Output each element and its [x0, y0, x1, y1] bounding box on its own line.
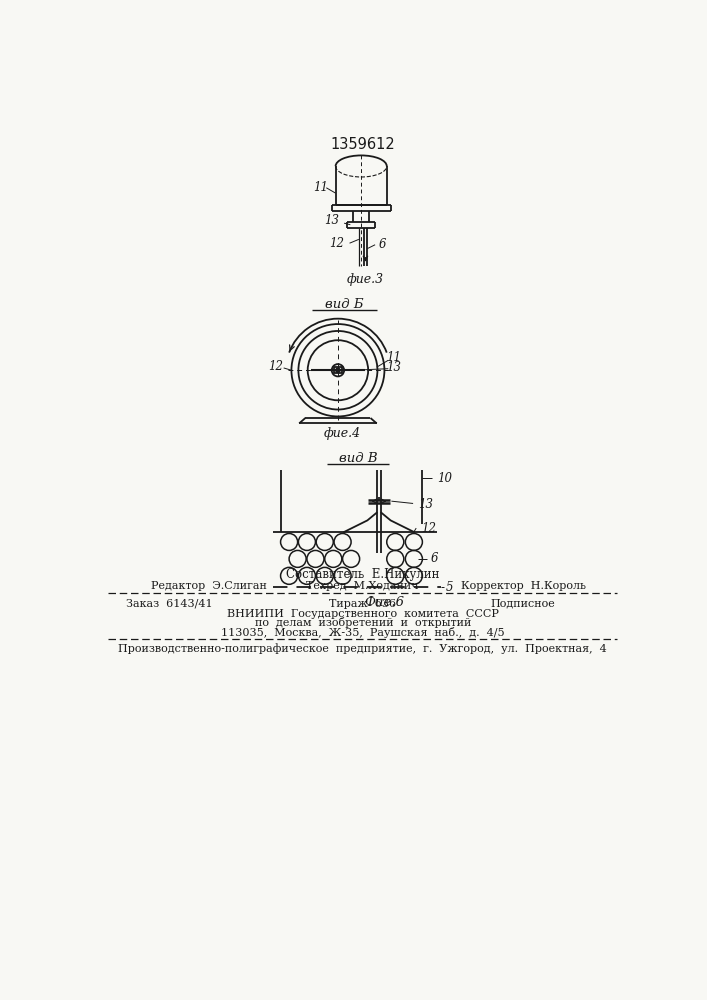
Text: Редактор  Э.Слиган: Редактор Э.Слиган	[151, 581, 267, 591]
Text: 12: 12	[421, 522, 437, 535]
Text: ВНИИПИ  Государственного  комитета  СССР: ВНИИПИ Государственного комитета СССР	[227, 609, 498, 619]
Text: 5: 5	[445, 581, 453, 594]
Text: фие.3: фие.3	[346, 273, 384, 286]
Text: Подписное: Подписное	[490, 599, 555, 609]
Text: 13: 13	[325, 214, 339, 227]
Text: Тираж  636: Тираж 636	[329, 599, 397, 609]
Text: 13: 13	[386, 361, 402, 374]
Text: Фие.6: Фие.6	[364, 596, 404, 609]
Text: 11: 11	[313, 181, 328, 194]
Text: Техред  М.Ходанич: Техред М.Ходанич	[306, 581, 419, 591]
Text: 10: 10	[437, 472, 452, 485]
Text: Заказ  6143/41: Заказ 6143/41	[127, 599, 213, 609]
Ellipse shape	[336, 368, 340, 372]
Text: 113035,  Москва,  Ж-35,  Раушская  наб.,  д.  4/5: 113035, Москва, Ж-35, Раушская наб., д. …	[221, 627, 505, 638]
Text: вид Б: вид Б	[325, 298, 363, 311]
Text: Корректор  Н.Король: Корректор Н.Король	[462, 581, 586, 591]
Text: Производственно-полиграфическое  предприятие,  г.  Ужгород,  ул.  Проектная,  4: Производственно-полиграфическое предприя…	[118, 644, 607, 654]
Text: 6: 6	[378, 238, 386, 251]
Text: 11: 11	[386, 351, 402, 364]
Text: фие.4: фие.4	[323, 427, 361, 440]
Text: по  делам  изобретений  и  открытий: по делам изобретений и открытий	[255, 617, 471, 628]
Text: 1359612: 1359612	[330, 137, 395, 152]
Text: вид В: вид В	[339, 452, 378, 465]
Text: Составитель  Е.Никулин: Составитель Е.Никулин	[286, 568, 440, 581]
Text: 6: 6	[431, 552, 438, 565]
Text: 12: 12	[329, 237, 344, 250]
Text: 12: 12	[269, 360, 284, 373]
Text: 13: 13	[418, 498, 433, 512]
